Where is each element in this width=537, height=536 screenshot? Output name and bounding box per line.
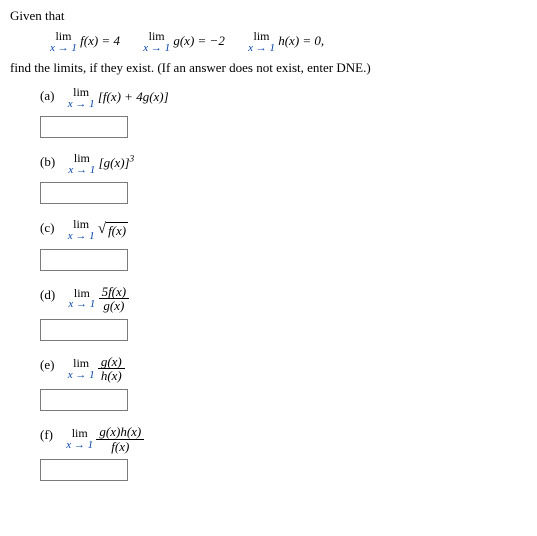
- answer-input-d[interactable]: [40, 319, 128, 341]
- part-a-rhs: [f(x) + 4g(x)]: [98, 89, 169, 104]
- lim-word: lim: [68, 152, 95, 165]
- lim-word: lim: [143, 30, 170, 43]
- part-f-num: g(x)h(x): [96, 425, 144, 440]
- part-e: (e) lim x → 1 g(x) h(x): [40, 355, 527, 383]
- lim-sub-g: x → 1: [143, 43, 170, 55]
- part-b: (b) lim x → 1 [g(x)]3: [40, 152, 527, 176]
- part-f-sub: x → 1: [66, 440, 93, 452]
- answer-input-f[interactable]: [40, 459, 128, 481]
- part-f: (f) lim x → 1 g(x)h(x) f(x): [40, 425, 527, 453]
- part-c-label: (c): [40, 220, 54, 236]
- answer-input-b[interactable]: [40, 182, 128, 204]
- find-instruction: find the limits, if they exist. (If an a…: [10, 60, 527, 76]
- lim-word: lim: [68, 357, 95, 370]
- part-c-sub: x → 1: [68, 231, 95, 243]
- lim-sub-f: x → 1: [50, 43, 77, 55]
- part-d-sub: x → 1: [68, 299, 95, 311]
- lim-word: lim: [248, 30, 275, 43]
- part-e-sub: x → 1: [68, 370, 95, 382]
- part-d-den: g(x): [99, 299, 130, 313]
- lim-g-expr: g(x) = −2: [173, 33, 224, 48]
- part-c: (c) lim x → 1 √f(x): [40, 218, 527, 242]
- part-a-sub: x → 1: [68, 99, 95, 111]
- part-c-rhs: f(x): [106, 222, 128, 239]
- part-f-den: f(x): [96, 440, 144, 454]
- part-a-label: (a): [40, 88, 54, 104]
- limit-g: lim x → 1 g(x) = −2: [143, 30, 225, 54]
- part-d-label: (d): [40, 287, 55, 303]
- answer-input-a[interactable]: [40, 116, 128, 138]
- part-b-sub: x → 1: [68, 165, 95, 177]
- given-label: Given that: [10, 8, 527, 24]
- part-a: (a) lim x → 1 [f(x) + 4g(x)]: [40, 86, 527, 110]
- part-f-label: (f): [40, 427, 53, 443]
- part-b-sup: 3: [130, 154, 135, 164]
- lim-sub-h: x → 1: [248, 43, 275, 55]
- part-d-num: 5f(x): [99, 285, 130, 300]
- lim-word: lim: [66, 427, 93, 440]
- lim-f-expr: f(x) = 4: [80, 33, 120, 48]
- lim-h-expr: h(x) = 0,: [278, 33, 324, 48]
- answer-input-c[interactable]: [40, 249, 128, 271]
- given-limits-row: lim x → 1 f(x) = 4 lim x → 1 g(x) = −2 l…: [50, 30, 527, 54]
- part-e-label: (e): [40, 357, 54, 373]
- part-e-num: g(x): [98, 355, 125, 370]
- part-e-den: h(x): [98, 369, 125, 383]
- answer-input-e[interactable]: [40, 389, 128, 411]
- part-d: (d) lim x → 1 5f(x) g(x): [40, 285, 527, 313]
- limit-h: lim x → 1 h(x) = 0,: [248, 30, 324, 54]
- limit-f: lim x → 1 f(x) = 4: [50, 30, 120, 54]
- lim-word: lim: [50, 30, 77, 43]
- sqrt-icon: √f(x): [98, 222, 128, 239]
- part-b-label: (b): [40, 154, 55, 170]
- part-b-rhs: [g(x)]: [99, 155, 130, 170]
- lim-word: lim: [68, 86, 95, 99]
